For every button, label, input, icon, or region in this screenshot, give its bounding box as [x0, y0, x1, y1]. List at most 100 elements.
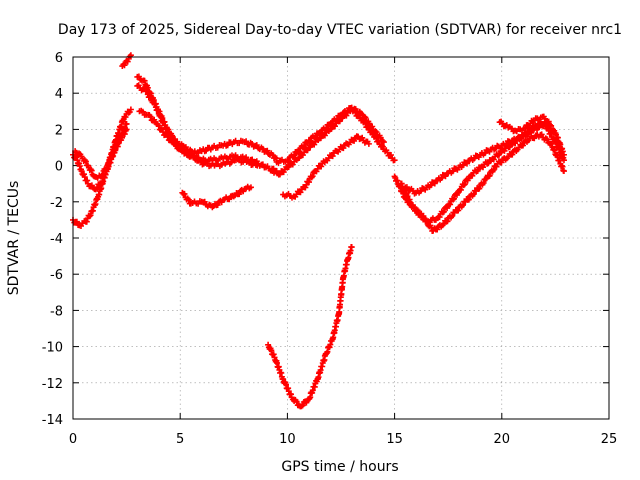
data-trace	[298, 397, 311, 410]
data-trace	[302, 168, 318, 191]
series-trace-d	[134, 73, 280, 162]
data-trace	[306, 377, 320, 402]
data-trace	[143, 88, 157, 106]
series-trace-i	[273, 104, 387, 167]
data-trace	[498, 118, 510, 130]
data-trace	[409, 202, 425, 218]
data-trace	[517, 137, 532, 149]
data-trace	[489, 142, 504, 153]
data-trace	[548, 140, 567, 174]
data-trace	[93, 172, 103, 181]
data-trace	[73, 149, 84, 158]
data-point	[127, 106, 134, 113]
series-trace-k	[265, 244, 355, 410]
data-trace	[120, 61, 128, 69]
data-trace	[275, 156, 289, 167]
y-tick-label: -4	[50, 232, 63, 247]
x-axis-label: GPS time / hours	[281, 459, 398, 475]
data-trace	[484, 162, 500, 180]
data-trace	[163, 131, 176, 146]
data-trace	[123, 57, 131, 65]
data-trace	[435, 203, 451, 221]
x-tick-label: 10	[279, 432, 296, 447]
data-trace	[79, 171, 91, 184]
series-spike	[119, 52, 134, 70]
data-trace	[86, 182, 97, 191]
data-trace	[350, 105, 365, 117]
y-tick-label: -12	[42, 377, 63, 392]
data-trace	[221, 139, 236, 149]
series-trace-j	[280, 133, 372, 201]
series-trace-c	[72, 120, 130, 181]
data-point	[365, 140, 372, 147]
data-trace	[532, 121, 547, 133]
y-tick-label: -8	[50, 304, 63, 319]
data-trace	[280, 378, 294, 398]
data-trace	[456, 175, 472, 193]
series-trace-h	[269, 106, 398, 178]
data-trace	[446, 189, 461, 208]
data-trace	[243, 138, 257, 150]
data-trace	[213, 159, 227, 170]
data-trace	[340, 258, 350, 281]
data-point	[560, 168, 567, 175]
series-trace-m	[402, 120, 567, 197]
x-tick-label: 25	[601, 432, 618, 447]
data-trace	[431, 222, 446, 233]
data-trace	[200, 144, 214, 155]
axis-ticks: 0 5 10 15 20 25 -14 -12 -10 -8 -6 -4 -2 0 2 4 6	[42, 51, 618, 447]
y-tick-label: 2	[55, 123, 63, 138]
data-trace	[511, 133, 525, 144]
data-trace	[152, 101, 166, 125]
data-trace	[135, 82, 148, 94]
y-tick-label: 0	[55, 160, 63, 175]
data-trace	[515, 125, 527, 134]
data-trace	[420, 213, 436, 234]
data-point	[247, 184, 254, 191]
series-trace-n	[398, 131, 567, 234]
data-trace	[360, 113, 376, 130]
data-trace	[160, 119, 174, 142]
data-point	[391, 157, 398, 164]
data-trace	[528, 131, 542, 142]
data-trace	[135, 73, 146, 84]
data-points	[70, 52, 567, 410]
data-trace	[265, 344, 277, 358]
data-trace	[446, 165, 461, 176]
y-tick-label: -6	[50, 268, 63, 283]
series-trace-o	[496, 113, 555, 135]
data-trace	[243, 183, 253, 192]
data-trace	[414, 185, 429, 196]
data-trace	[398, 180, 414, 209]
data-trace	[271, 168, 281, 177]
data-trace	[336, 276, 346, 317]
data-point	[123, 120, 130, 127]
data-trace	[500, 138, 514, 149]
y-tick-label: 6	[55, 51, 63, 66]
data-point	[254, 162, 261, 169]
data-trace	[495, 155, 510, 166]
data-trace	[403, 184, 418, 197]
data-trace	[78, 218, 88, 229]
y-tick-label: 4	[55, 87, 63, 102]
grid	[72, 56, 610, 420]
data-trace	[122, 108, 133, 121]
data-trace	[478, 147, 493, 158]
data-trace	[191, 147, 203, 157]
plot-frame	[72, 56, 610, 420]
data-trace	[98, 165, 110, 179]
data-trace	[146, 112, 159, 126]
x-tick-label: 5	[176, 432, 184, 447]
data-trace	[468, 152, 482, 163]
series-trace-f	[136, 107, 261, 170]
chart-title: Day 173 of 2025, Sidereal Day-to-day VTE…	[58, 22, 622, 38]
data-trace	[281, 190, 295, 201]
data-trace	[315, 351, 329, 382]
data-trace	[313, 158, 328, 175]
x-tick-label: 20	[494, 432, 511, 447]
data-trace	[202, 159, 216, 170]
data-point	[380, 139, 387, 146]
data-trace	[234, 156, 248, 166]
data-point	[78, 168, 85, 175]
